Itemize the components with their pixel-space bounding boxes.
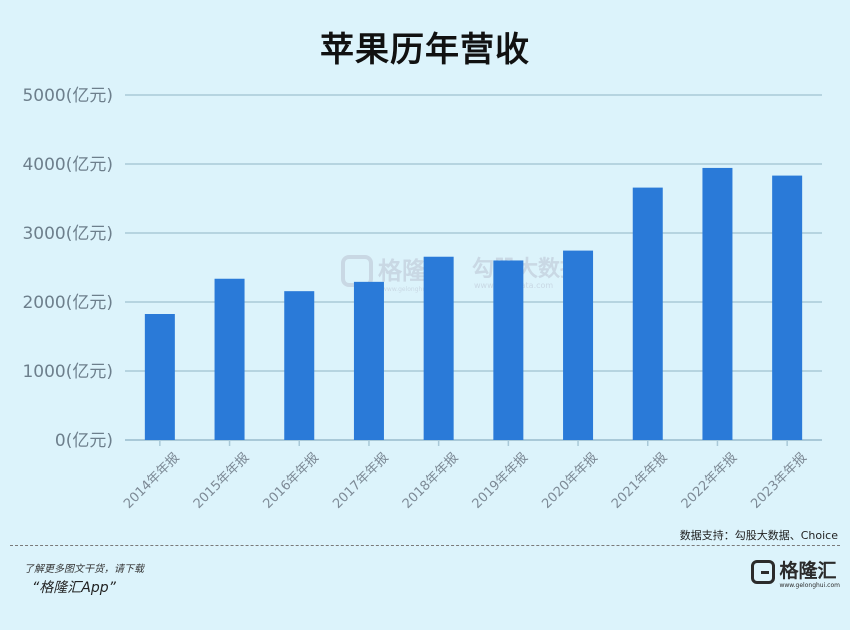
brand-url: www.gelonghui.com: [779, 582, 840, 589]
bar: [632, 187, 663, 440]
x-tick-label: 2016年年报: [260, 450, 322, 512]
bar: [284, 291, 315, 440]
y-tick-label: 1000(亿元): [22, 362, 113, 382]
y-tick-label: 4000(亿元): [22, 155, 113, 175]
y-tick-label: 2000(亿元): [22, 293, 113, 313]
chart-title: 苹果历年营收: [320, 30, 530, 70]
g-logo-icon: [751, 560, 776, 584]
x-tick-label: 2019年年报: [470, 450, 532, 512]
y-tick-label: 3000(亿元): [22, 224, 113, 244]
footer-divider: [10, 545, 840, 546]
bar: [144, 314, 175, 440]
x-tick-label: 2017年年报: [330, 450, 392, 512]
bar: [423, 256, 454, 440]
watermark-brand1-url: www.gelonghui.com: [382, 286, 443, 293]
bar: [702, 167, 733, 441]
bar-layer: [144, 167, 803, 441]
x-tick-label: 2022年年报: [679, 450, 741, 512]
x-tick-label: 2021年年报: [609, 450, 671, 512]
x-tick-label: 2023年年报: [748, 450, 810, 512]
y-tick-label: 0(亿元): [55, 431, 113, 451]
brand-logo: 格隆汇 www.gelonghui.com: [751, 560, 840, 592]
x-tick-label: 2014年年报: [121, 450, 183, 512]
bar: [214, 278, 245, 440]
y-tick-label: 5000(亿元): [22, 86, 113, 106]
footer-download-prompt: 了解更多图文干货，请下载: [24, 564, 144, 575]
brand-text: 格隆汇 www.gelonghui.com: [779, 560, 840, 590]
bar: [563, 250, 594, 440]
bar: [772, 175, 803, 441]
footer-app-name: “格隆汇App”: [32, 580, 116, 596]
x-tick-label: 2020年年报: [539, 450, 601, 512]
bar: [493, 260, 524, 440]
brand-name: 格隆汇: [779, 560, 837, 582]
x-tick-label: 2015年年报: [191, 450, 253, 512]
x-tick-label: 2018年年报: [400, 450, 462, 512]
bar: [353, 281, 384, 440]
axis-layer: 0(亿元) 1000(亿元) 2000(亿元) 3000(亿元) 4000(亿元) 500…: [22, 86, 810, 512]
watermark-logo-icon: [341, 255, 373, 287]
data-source-note: 数据支持：勾股大数据、Choice: [679, 529, 838, 542]
